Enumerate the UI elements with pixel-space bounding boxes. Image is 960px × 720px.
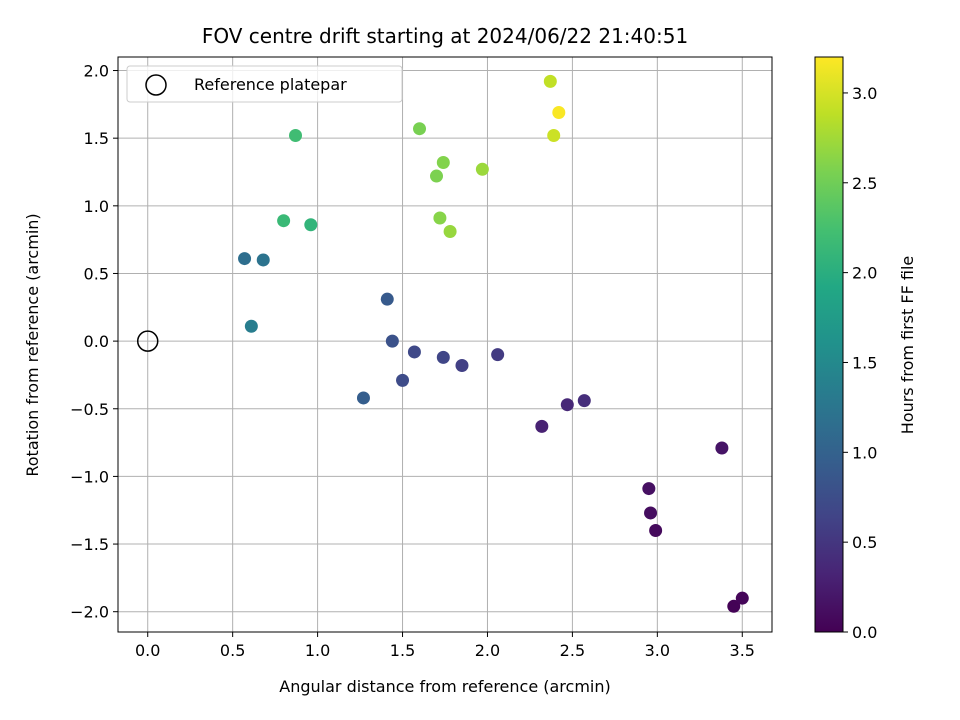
data-point	[443, 225, 457, 239]
data-point	[304, 218, 318, 232]
colorbar-tick-label: 2.0	[852, 264, 877, 283]
data-point	[577, 394, 591, 408]
grid-lines	[118, 57, 772, 632]
data-point	[547, 128, 561, 142]
data-point	[430, 169, 444, 183]
y-tick-label: −0.5	[70, 400, 109, 419]
colorbar-tick-label: 3.0	[852, 84, 877, 103]
y-tick-label: 0.5	[84, 264, 109, 283]
y-tick-label: 0.0	[84, 332, 109, 351]
data-point	[385, 334, 399, 348]
y-tick-label: 1.0	[84, 197, 109, 216]
data-point	[436, 350, 450, 364]
data-point	[642, 482, 656, 496]
reference-point-marker	[136, 330, 159, 352]
data-point	[380, 292, 394, 306]
data-point	[433, 211, 447, 225]
y-axis: −2.0 −1.5 −1.0 −0.5 0.0 0.5 1.0 1.5 2.0	[70, 62, 118, 622]
data-point	[491, 348, 505, 362]
x-tick-label: 1.5	[390, 641, 415, 660]
colorbar: 0.0 0.5 1.0 1.5 2.0 2.5 3.0 Hours from first F…	[814, 56, 917, 642]
data-point	[407, 345, 421, 359]
data-point	[644, 506, 658, 520]
colorbar-tick-label: 0.5	[852, 533, 877, 552]
data-point	[289, 128, 303, 142]
colorbar-tick-label: 1.0	[852, 443, 877, 462]
data-point	[727, 599, 741, 613]
data-points	[238, 74, 749, 613]
colorbar-tick-label: 2.5	[852, 174, 877, 193]
data-point	[649, 524, 663, 538]
data-point	[535, 419, 549, 433]
legend-entry-reference: Reference platepar	[194, 75, 347, 94]
x-tick-label: 0.5	[220, 641, 245, 660]
y-tick-label: −1.0	[70, 467, 109, 486]
y-tick-label: 2.0	[84, 62, 109, 81]
colorbar-tick-label: 0.0	[852, 623, 877, 642]
data-point	[735, 591, 749, 605]
x-tick-label: 3.5	[730, 641, 755, 660]
legend-box	[126, 65, 403, 103]
x-tick-label: 3.0	[645, 641, 670, 660]
data-point	[455, 358, 469, 372]
data-point	[436, 156, 450, 170]
data-point	[413, 122, 427, 136]
data-point	[244, 319, 258, 333]
chart-title: FOV centre drift starting at 2024/06/22 …	[202, 24, 688, 48]
colorbar-label: Hours from first FF file	[898, 256, 917, 435]
x-axis-label: Angular distance from reference (arcmin)	[279, 677, 610, 696]
data-point	[543, 74, 557, 88]
y-axis-label: Rotation from reference (arcmin)	[23, 213, 42, 476]
data-point	[356, 391, 370, 405]
data-point	[238, 252, 252, 266]
colorbar-gradient	[814, 56, 844, 633]
data-point	[475, 162, 489, 176]
x-tick-label: 1.0	[305, 641, 330, 660]
x-tick-label: 0.0	[135, 641, 160, 660]
data-point	[396, 373, 410, 387]
colorbar-tick-label: 1.5	[852, 353, 877, 372]
plot-area-frame	[117, 56, 773, 633]
y-tick-label: −1.5	[70, 535, 109, 554]
data-point	[277, 214, 291, 228]
data-point	[256, 253, 270, 267]
data-point	[560, 398, 574, 412]
y-tick-label: 1.5	[84, 129, 109, 148]
x-axis: 0.0 0.5 1.0 1.5 2.0 2.5 3.0 3.5	[135, 632, 755, 660]
data-point	[552, 105, 566, 119]
legend: Reference platepar	[126, 65, 403, 103]
data-point	[715, 441, 729, 455]
legend-marker-reference	[145, 74, 167, 96]
x-tick-label: 2.5	[560, 641, 585, 660]
x-tick-label: 2.0	[475, 641, 500, 660]
colorbar-ticks: 0.0 0.5 1.0 1.5 2.0 2.5 3.0	[843, 84, 877, 642]
y-tick-label: −2.0	[70, 603, 109, 622]
